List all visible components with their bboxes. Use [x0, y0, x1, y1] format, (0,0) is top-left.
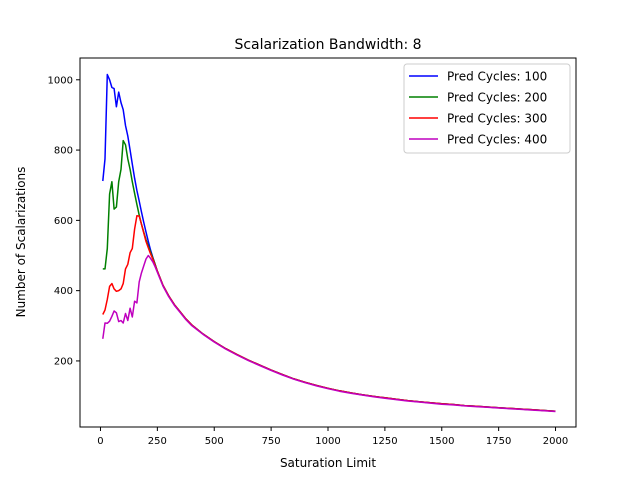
y-tick-label: 800	[54, 146, 73, 157]
x-tick-label: 250	[148, 436, 167, 447]
legend-label: Pred Cycles: 200	[447, 91, 547, 105]
legend-label: Pred Cycles: 400	[447, 133, 547, 147]
x-tick-label: 750	[262, 436, 281, 447]
y-tick-label: 400	[54, 286, 73, 297]
series-line-4	[102, 254, 556, 413]
y-tick-label: 200	[54, 356, 73, 367]
x-tick-label: 2000	[543, 436, 568, 447]
y-tick-label: 600	[54, 216, 73, 227]
x-axis-label: Saturation Limit	[280, 456, 376, 470]
x-tick-label: 0	[97, 436, 103, 447]
x-tick-label: 1750	[486, 436, 511, 447]
legend-label: Pred Cycles: 100	[447, 70, 547, 84]
legend-label: Pred Cycles: 300	[447, 112, 547, 126]
y-axis: 200 400 600 800 1000	[48, 75, 80, 367]
x-tick-label: 1000	[315, 436, 340, 447]
plot-lines	[102, 73, 556, 413]
y-tick-label: 1000	[48, 75, 73, 86]
y-axis-label: Number of Scalarizations	[14, 167, 28, 318]
x-tick-label: 1250	[372, 436, 397, 447]
x-tick-label: 500	[205, 436, 224, 447]
x-axis: 0 250 500 750 1000 1250 1500 1750 2000	[97, 427, 568, 447]
chart-title: Scalarization Bandwidth: 8	[234, 37, 421, 53]
x-tick-label: 1500	[429, 436, 454, 447]
legend-box	[403, 63, 571, 154]
legend: Pred Cycles: 100 Pred Cycles: 200 Pred Cyc…	[403, 63, 571, 154]
